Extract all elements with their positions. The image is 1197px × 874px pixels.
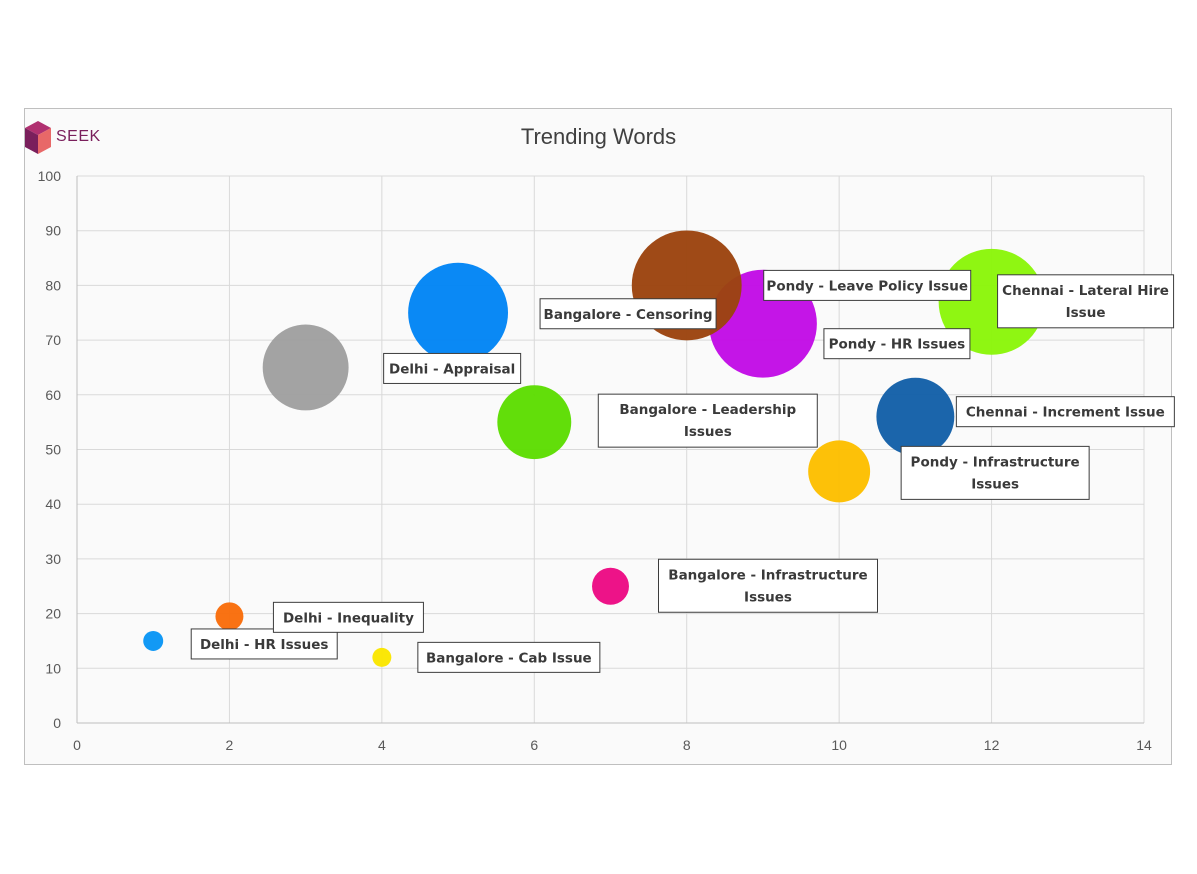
- data-label-text: Delhi - Inequality: [283, 610, 414, 626]
- x-tick-label: 10: [831, 737, 847, 753]
- data-label: Pondy - Leave Policy Issue: [763, 269, 972, 301]
- x-tick-label: 12: [984, 737, 1000, 753]
- data-label: Bangalore - Cab Issue: [417, 641, 601, 673]
- data-label-text: Delhi - Appraisal: [389, 361, 515, 377]
- bubble[interactable]: [808, 440, 871, 503]
- data-label-text: Chennai - Lateral Hire Issue: [1002, 283, 1169, 321]
- data-label-text: Bangalore - Cab Issue: [426, 650, 592, 666]
- chart-title: Trending Words: [520, 124, 677, 149]
- y-tick-label: 60: [45, 387, 61, 403]
- x-tick-label: 6: [530, 737, 538, 753]
- y-tick-label: 90: [45, 223, 61, 239]
- data-label-box: [997, 274, 1175, 329]
- data-label-text: Pondy - HR Issues: [829, 337, 966, 353]
- data-label-text: Pondy - Leave Policy Issue: [766, 278, 968, 294]
- data-label-box: [190, 628, 338, 660]
- axes: 0 2 4 6 8 10 12 14 0 10 20 30 40 50 60 70 80 90 100: [38, 168, 1152, 753]
- x-tick-label: 4: [378, 737, 386, 753]
- y-tick-label: 20: [45, 606, 61, 622]
- y-tick-label: 0: [53, 715, 61, 731]
- bubble[interactable]: [215, 602, 244, 631]
- cube-icon-left: [25, 128, 38, 154]
- data-label-text: Chennai - Increment Issue: [966, 405, 1165, 421]
- y-tick-label: 70: [45, 332, 61, 348]
- y-tick-label: 50: [45, 442, 61, 458]
- data-label-text: Bangalore - Censoring: [544, 307, 713, 323]
- x-tick-label: 8: [683, 737, 691, 753]
- x-tick-label: 14: [1136, 737, 1152, 753]
- data-label: Delhi - Appraisal: [383, 352, 522, 384]
- data-label-text: Pondy - Infrastructure Issues: [911, 454, 1080, 492]
- y-tick-label: 30: [45, 551, 61, 567]
- y-tick-label: 40: [45, 496, 61, 512]
- data-label-box: [539, 298, 717, 330]
- data-label: Chennai - Lateral Hire Issue: [997, 274, 1175, 329]
- data-label-box: [597, 393, 818, 448]
- data-label: Delhi - Inequality: [272, 601, 424, 633]
- data-label-text: Bangalore - Leadership Issues: [619, 402, 796, 440]
- data-label-box: [272, 601, 424, 633]
- cube-icon-right: [38, 128, 51, 154]
- data-label: Delhi - HR Issues: [190, 628, 338, 660]
- y-tick-label: 10: [45, 660, 61, 676]
- bubble-labels: Delhi - HR Issues Delhi - Inequality Banga…: [190, 269, 1175, 673]
- data-label: Pondy - Infrastructure Issues: [900, 445, 1090, 500]
- data-label-box: [658, 558, 878, 613]
- data-label-box: [823, 328, 971, 360]
- bubble[interactable]: [143, 630, 164, 651]
- seek-logo: [25, 121, 51, 154]
- bubble[interactable]: [372, 647, 392, 667]
- data-label-text: Delhi - HR Issues: [200, 637, 329, 653]
- bubble[interactable]: [592, 567, 629, 605]
- data-label: Pondy - HR Issues: [823, 328, 971, 360]
- x-tick-label: 0: [73, 737, 81, 753]
- data-label: Chennai - Increment Issue: [955, 396, 1175, 428]
- x-tick-label: 2: [226, 737, 234, 753]
- bubble[interactable]: [876, 377, 955, 456]
- data-label-box: [955, 396, 1175, 428]
- bubble[interactable]: [408, 262, 509, 363]
- data-label-box: [900, 445, 1090, 500]
- y-tick-label: 100: [38, 168, 62, 184]
- data-label: Bangalore - Censoring: [539, 298, 717, 330]
- data-label-box: [383, 352, 522, 384]
- data-label-box: [417, 641, 601, 673]
- logo-text: SEEK: [56, 128, 101, 145]
- bubble[interactable]: [262, 324, 349, 411]
- data-label: Bangalore - Infrastructure Issues: [658, 558, 878, 613]
- data-label-text: Bangalore - Infrastructure Issues: [668, 567, 867, 605]
- data-label-box: [763, 269, 972, 301]
- bubble[interactable]: [497, 385, 572, 460]
- y-tick-label: 80: [45, 277, 61, 293]
- data-label: Bangalore - Leadership Issues: [597, 393, 818, 448]
